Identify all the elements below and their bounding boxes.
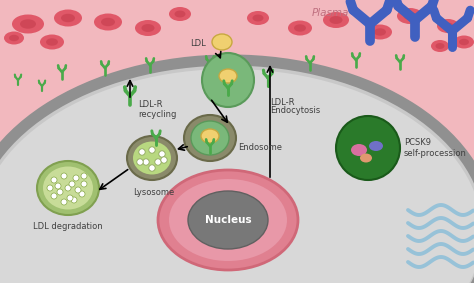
Ellipse shape xyxy=(397,8,423,24)
Ellipse shape xyxy=(135,20,161,36)
Ellipse shape xyxy=(253,14,264,22)
Ellipse shape xyxy=(329,16,343,24)
Circle shape xyxy=(137,159,143,165)
Ellipse shape xyxy=(0,60,474,283)
Ellipse shape xyxy=(40,35,64,50)
Ellipse shape xyxy=(212,34,232,50)
Circle shape xyxy=(47,185,53,191)
Ellipse shape xyxy=(12,14,44,33)
Ellipse shape xyxy=(459,39,469,45)
Circle shape xyxy=(51,177,57,183)
Ellipse shape xyxy=(369,141,383,151)
Ellipse shape xyxy=(443,23,454,29)
Ellipse shape xyxy=(436,43,445,49)
Circle shape xyxy=(57,189,63,195)
Circle shape xyxy=(149,165,155,171)
Circle shape xyxy=(73,175,79,181)
Ellipse shape xyxy=(169,7,191,21)
Ellipse shape xyxy=(46,38,58,46)
Circle shape xyxy=(155,159,161,165)
Circle shape xyxy=(139,149,145,155)
Text: Nucleus: Nucleus xyxy=(205,215,251,225)
Ellipse shape xyxy=(0,69,474,283)
Ellipse shape xyxy=(454,35,474,48)
Ellipse shape xyxy=(94,14,122,31)
Ellipse shape xyxy=(191,121,229,155)
Ellipse shape xyxy=(127,136,177,180)
Ellipse shape xyxy=(188,191,268,249)
Circle shape xyxy=(75,187,81,193)
Circle shape xyxy=(161,157,167,163)
Ellipse shape xyxy=(202,53,254,107)
Text: Endosome: Endosome xyxy=(238,143,282,153)
Ellipse shape xyxy=(158,170,298,270)
Circle shape xyxy=(61,173,67,179)
Circle shape xyxy=(81,181,87,187)
Ellipse shape xyxy=(360,153,372,162)
Text: LDL degradation: LDL degradation xyxy=(33,222,103,231)
Ellipse shape xyxy=(101,18,115,26)
Ellipse shape xyxy=(4,31,24,44)
Circle shape xyxy=(159,151,165,157)
Ellipse shape xyxy=(431,40,449,52)
Circle shape xyxy=(69,181,75,187)
Ellipse shape xyxy=(351,144,367,156)
Ellipse shape xyxy=(288,20,312,35)
Circle shape xyxy=(336,116,400,180)
Ellipse shape xyxy=(142,24,155,32)
Text: PCSK9
self-procession: PCSK9 self-procession xyxy=(404,138,467,158)
Ellipse shape xyxy=(374,28,386,36)
Ellipse shape xyxy=(403,12,417,20)
Ellipse shape xyxy=(201,129,219,143)
Ellipse shape xyxy=(133,142,171,175)
Ellipse shape xyxy=(61,14,75,22)
Ellipse shape xyxy=(323,12,349,28)
Circle shape xyxy=(149,147,155,153)
Circle shape xyxy=(79,191,85,197)
Ellipse shape xyxy=(174,10,185,18)
Ellipse shape xyxy=(184,115,236,161)
Text: LDL-R: LDL-R xyxy=(270,98,294,107)
Text: Lysosome: Lysosome xyxy=(133,188,174,197)
Circle shape xyxy=(143,159,149,165)
Text: LDL-R
recycling: LDL-R recycling xyxy=(138,100,176,119)
Ellipse shape xyxy=(437,19,459,33)
Ellipse shape xyxy=(20,19,36,29)
Circle shape xyxy=(71,197,77,203)
Ellipse shape xyxy=(37,161,99,215)
Ellipse shape xyxy=(9,35,19,41)
Ellipse shape xyxy=(54,10,82,27)
Ellipse shape xyxy=(43,166,93,209)
Ellipse shape xyxy=(169,179,287,261)
Circle shape xyxy=(51,193,57,199)
Text: Endocytosis: Endocytosis xyxy=(270,106,320,115)
Text: Plasma: Plasma xyxy=(311,8,349,18)
Circle shape xyxy=(67,195,73,201)
Text: LDL: LDL xyxy=(190,40,206,48)
Circle shape xyxy=(61,199,67,205)
Ellipse shape xyxy=(294,24,306,32)
Ellipse shape xyxy=(219,69,237,83)
Circle shape xyxy=(55,183,61,189)
Ellipse shape xyxy=(368,25,392,40)
Circle shape xyxy=(81,173,87,179)
Ellipse shape xyxy=(247,11,269,25)
Circle shape xyxy=(65,185,71,191)
